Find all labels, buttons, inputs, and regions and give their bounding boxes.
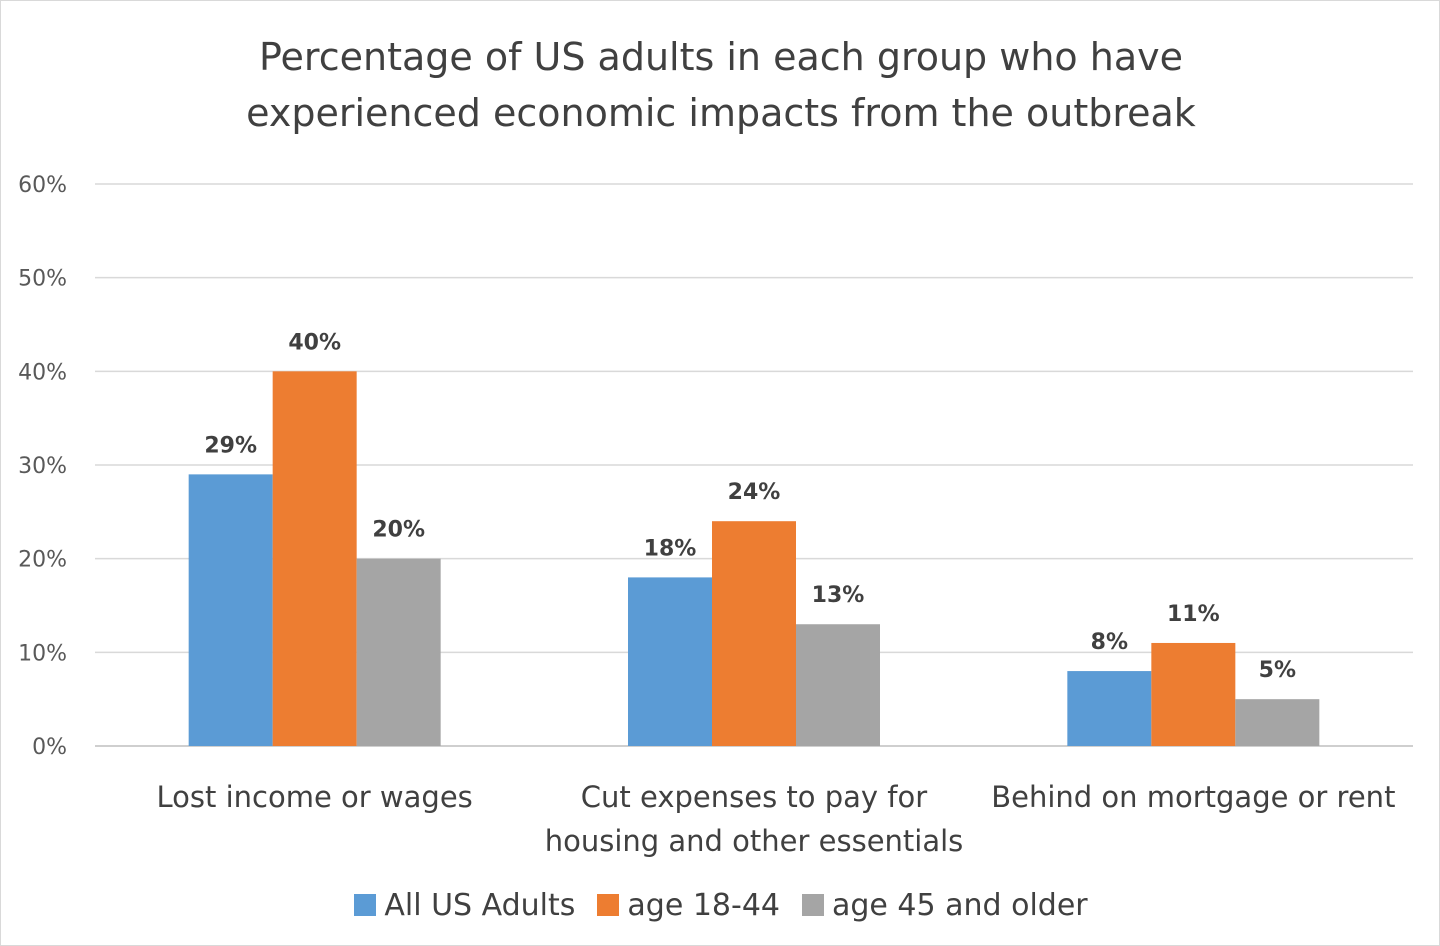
legend-item: age 45 and older (802, 888, 1088, 923)
bar (1151, 642, 1236, 746)
bar (272, 371, 357, 746)
category-label: housing and other essentials (545, 824, 964, 858)
category-label: Lost income or wages (157, 780, 473, 814)
data-label: 5% (1259, 658, 1296, 683)
data-label: 29% (204, 433, 257, 458)
bar (1067, 671, 1152, 746)
plot-area: 0% 10% 20% 30% 40% 50% 60% 29% 40% 20% 18% 24% 13% 8… (18, 173, 1413, 858)
legend-label: All US Adults (384, 887, 576, 923)
x-axis: Lost income or wages Cut expenses to pay … (157, 780, 1396, 858)
data-label: 20% (372, 518, 425, 543)
y-tick-label: 10% (18, 641, 67, 666)
category-label: Behind on mortgage or rent (991, 780, 1395, 814)
data-label: 13% (812, 583, 865, 608)
bar (356, 558, 441, 746)
legend-item: All US Adults (354, 888, 575, 923)
legend-label: age 45 and older (832, 887, 1088, 923)
y-tick-label: 50% (18, 267, 67, 292)
category-label: Cut expenses to pay for (581, 780, 927, 814)
data-label: 40% (288, 330, 341, 355)
legend: All US Adults age 18-44 age 45 and older (1, 883, 1440, 927)
data-labels: 29% 40% 20% 18% 24% 13% 8% 11% 5% (204, 330, 1296, 683)
bar (712, 521, 796, 746)
legend-label: age 18-44 (627, 887, 780, 923)
y-axis: 0% 10% 20% 30% 40% 50% 60% (18, 173, 67, 760)
y-tick-label: 0% (32, 735, 67, 760)
legend-swatch (354, 894, 377, 916)
data-label: 11% (1167, 602, 1220, 627)
bar (188, 474, 273, 746)
y-tick-label: 30% (18, 454, 67, 479)
chart-title: Percentage of US adults in each group wh… (246, 35, 1196, 135)
bars (188, 371, 1320, 746)
y-tick-label: 60% (18, 173, 67, 198)
data-label: 24% (728, 480, 781, 505)
y-tick-label: 40% (18, 360, 67, 385)
legend-swatch (802, 894, 824, 916)
bar (628, 577, 712, 746)
legend-item: age 18-44 (597, 888, 780, 923)
bar (796, 624, 880, 746)
legend-swatch (597, 894, 620, 916)
data-label: 18% (644, 536, 697, 561)
bar (1235, 699, 1320, 746)
y-tick-label: 20% (18, 548, 67, 573)
data-label: 8% (1091, 630, 1128, 655)
